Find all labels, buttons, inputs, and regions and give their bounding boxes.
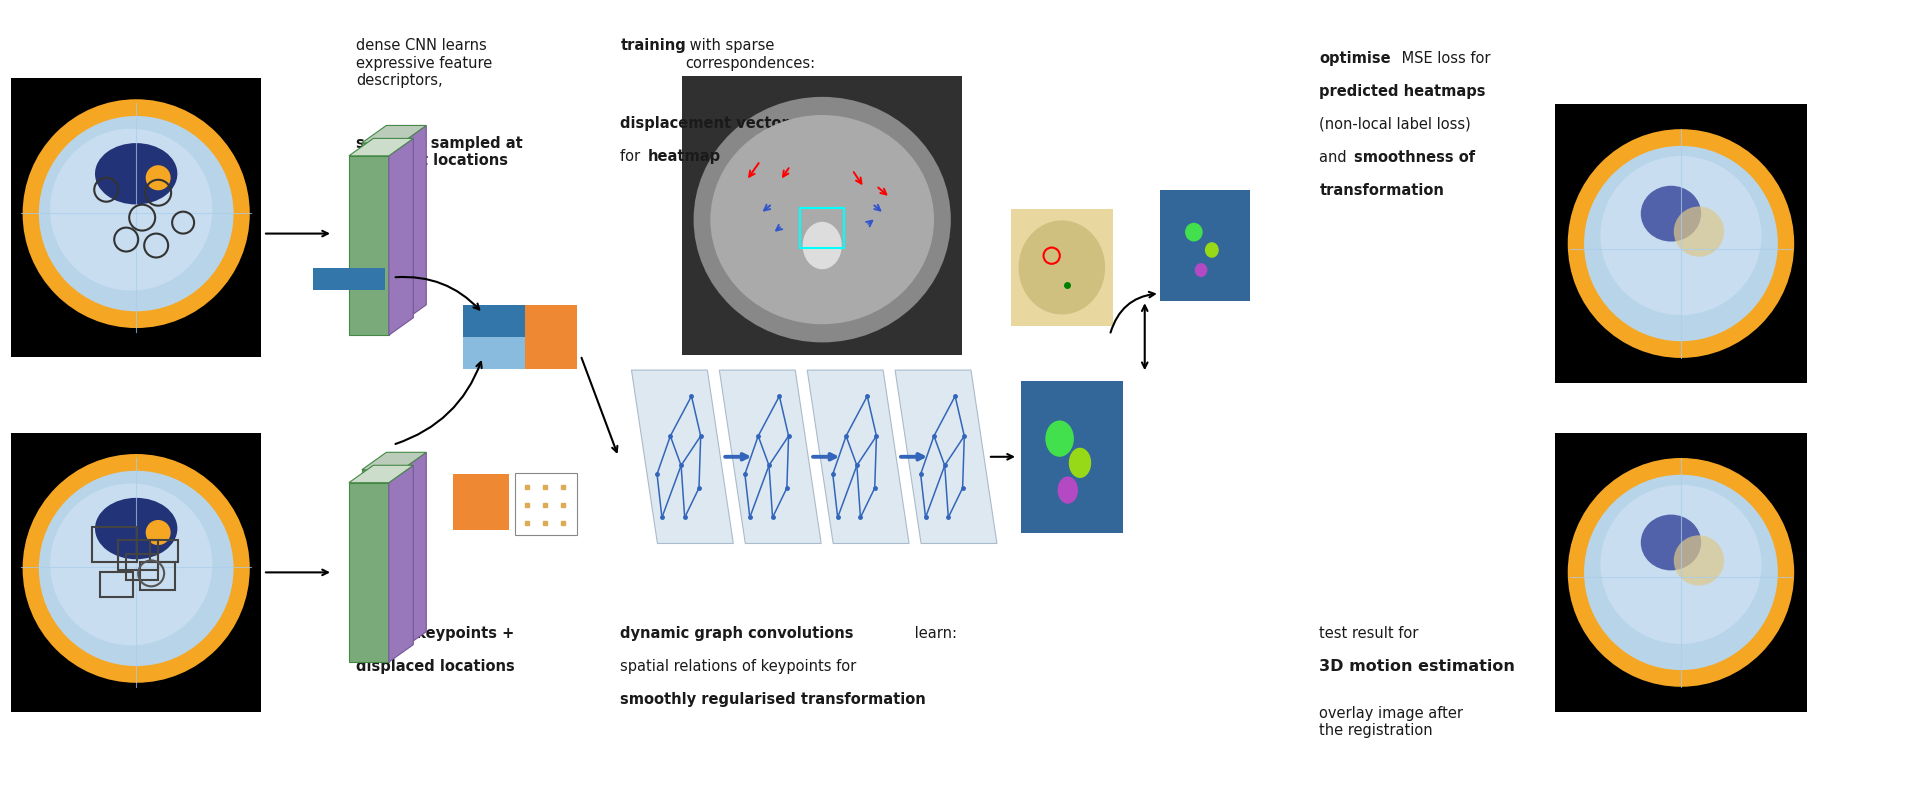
Bar	[800, 207, 844, 247]
Text: sparsely sampled at
keypoint locations: sparsely sampled at keypoint locations	[355, 136, 522, 169]
Text: overlay image after
the registration: overlay image after the registration	[1320, 706, 1464, 739]
Bar	[313, 269, 386, 290]
Bar	[1554, 432, 1808, 712]
Bar	[119, 541, 157, 570]
Ellipse shape	[1583, 145, 1777, 341]
Bar	[514, 473, 576, 534]
Text: with sparse
correspondences:: with sparse correspondences:	[685, 38, 816, 71]
Polygon shape	[349, 156, 390, 335]
Bar	[140, 562, 175, 591]
Ellipse shape	[802, 222, 842, 270]
Text: test result for: test result for	[1320, 626, 1418, 642]
Bar	[453, 474, 509, 529]
Ellipse shape	[1196, 263, 1207, 277]
Bar	[524, 305, 576, 369]
Ellipse shape	[38, 471, 234, 666]
Text: transformation: transformation	[1320, 183, 1445, 198]
Ellipse shape	[1641, 514, 1700, 570]
Polygon shape	[363, 126, 426, 143]
Polygon shape	[363, 143, 401, 322]
Bar	[1011, 208, 1113, 326]
Bar	[100, 572, 132, 597]
Text: training: training	[620, 38, 687, 53]
Ellipse shape	[1057, 476, 1078, 504]
Text: MSE loss for: MSE loss for	[1397, 51, 1491, 66]
Polygon shape	[401, 126, 426, 322]
Text: dynamic graph convolutions: dynamic graph convolutions	[620, 626, 854, 642]
Ellipse shape	[50, 483, 213, 646]
Ellipse shape	[1641, 186, 1700, 242]
Text: displacement vectors: displacement vectors	[620, 116, 798, 131]
Bar	[462, 337, 524, 369]
Ellipse shape	[1673, 207, 1723, 257]
Ellipse shape	[710, 115, 935, 324]
Text: sparse keypoints +: sparse keypoints +	[355, 626, 520, 642]
Ellipse shape	[693, 97, 950, 343]
Bar	[127, 554, 157, 580]
Ellipse shape	[1019, 220, 1105, 315]
Text: and: and	[1320, 150, 1351, 165]
Bar	[12, 432, 261, 712]
Bar	[1021, 381, 1123, 533]
Text: for: for	[620, 149, 645, 164]
Text: generation: generation	[735, 149, 819, 164]
Polygon shape	[720, 370, 821, 544]
Text: heatmap: heatmap	[647, 149, 720, 164]
Bar	[1554, 104, 1808, 383]
Text: (non-local label loss): (non-local label loss)	[1320, 117, 1472, 132]
Ellipse shape	[1069, 448, 1092, 478]
Ellipse shape	[96, 143, 177, 204]
Ellipse shape	[23, 99, 249, 328]
Polygon shape	[894, 370, 998, 544]
Ellipse shape	[1600, 485, 1762, 644]
Ellipse shape	[96, 498, 177, 559]
Polygon shape	[363, 452, 426, 470]
Text: predicted heatmaps: predicted heatmaps	[1320, 84, 1485, 99]
Ellipse shape	[1568, 458, 1794, 687]
Bar	[1159, 190, 1249, 301]
Text: learn:: learn:	[910, 626, 958, 642]
Ellipse shape	[1186, 223, 1203, 242]
Ellipse shape	[23, 454, 249, 683]
Text: dense CNN learns
expressive feature
descriptors,: dense CNN learns expressive feature desc…	[355, 38, 491, 88]
Polygon shape	[390, 465, 413, 662]
Ellipse shape	[1205, 242, 1219, 258]
Ellipse shape	[1583, 475, 1777, 670]
Bar	[462, 305, 524, 337]
Bar	[683, 76, 961, 355]
Polygon shape	[808, 370, 910, 544]
Polygon shape	[363, 470, 401, 650]
Polygon shape	[349, 483, 390, 662]
Text: optimise: optimise	[1320, 51, 1391, 66]
Ellipse shape	[1673, 535, 1723, 586]
Polygon shape	[349, 465, 413, 483]
Bar	[150, 541, 178, 562]
Polygon shape	[631, 370, 733, 544]
Text: displaced locations: displaced locations	[355, 659, 514, 674]
Polygon shape	[390, 138, 413, 335]
Polygon shape	[401, 452, 426, 650]
Bar	[12, 78, 261, 357]
Polygon shape	[349, 138, 413, 156]
Text: smoothly regularised transformation: smoothly regularised transformation	[620, 692, 927, 707]
Ellipse shape	[38, 116, 234, 312]
Text: smoothness of: smoothness of	[1355, 150, 1476, 165]
Ellipse shape	[1046, 421, 1075, 457]
Bar	[92, 526, 136, 562]
Ellipse shape	[1568, 129, 1794, 358]
Ellipse shape	[146, 165, 171, 190]
Text: 3D motion estimation: 3D motion estimation	[1320, 659, 1516, 674]
Ellipse shape	[146, 520, 171, 545]
Ellipse shape	[1600, 156, 1762, 315]
Ellipse shape	[50, 129, 213, 291]
Text: spatial relations of keypoints for: spatial relations of keypoints for	[620, 659, 856, 674]
